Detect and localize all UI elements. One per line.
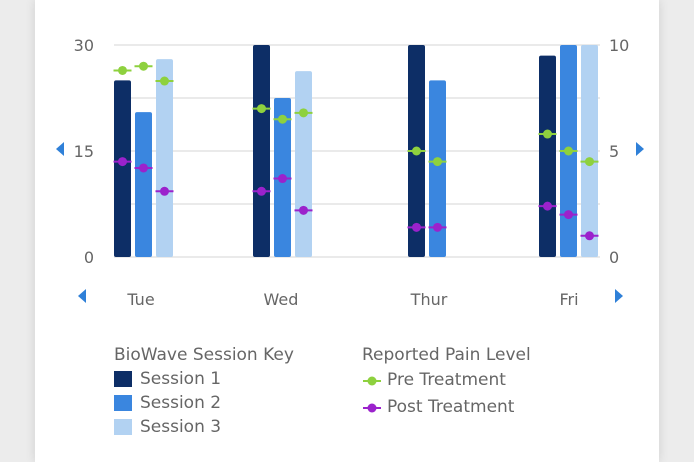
y-right-tick-5: 5 xyxy=(609,142,619,161)
point-post-treatment-wed-1 xyxy=(252,186,271,196)
y-left-tick-0: 0 xyxy=(84,248,94,267)
point-dot xyxy=(139,61,148,71)
bar-wed-session-1 xyxy=(253,45,270,257)
point-dot xyxy=(278,114,287,124)
point-post-treatment-tue-2 xyxy=(134,163,153,173)
session-2-swatch xyxy=(114,395,132,411)
point-pre-treatment-wed-2 xyxy=(273,114,292,124)
point-post-treatment-wed-3 xyxy=(294,205,313,215)
point-dot xyxy=(118,157,127,167)
y-right-tick-10: 10 xyxy=(609,36,629,55)
session-key-title: BioWave Session Key xyxy=(114,345,294,365)
point-post-treatment-thur-2 xyxy=(428,222,447,232)
point-pre-treatment-tue-2 xyxy=(134,61,153,71)
gridlines xyxy=(114,44,600,258)
point-dot xyxy=(412,222,421,232)
y-right-tick-0: 0 xyxy=(609,248,619,267)
point-dot xyxy=(433,157,442,167)
pain-level-title: Reported Pain Level xyxy=(362,345,531,365)
point-dot xyxy=(564,146,573,156)
session-key-legend: BioWave Session Key Session 1 Session 2 … xyxy=(114,343,294,439)
legend-pre-treatment: Pre Treatment xyxy=(362,367,531,394)
point-pre-treatment-thur-2 xyxy=(428,157,447,167)
point-post-treatment-thur-1 xyxy=(407,222,426,232)
legend-post-treatment: Post Treatment xyxy=(362,394,531,421)
point-post-treatment-fri-2 xyxy=(559,210,578,220)
day-next-arrow-icon[interactable] xyxy=(615,289,623,303)
pre-treatment-marker-icon xyxy=(363,376,381,385)
point-dot xyxy=(160,186,169,196)
point-dot xyxy=(543,129,552,139)
pain-points xyxy=(113,61,599,241)
legend-post-treatment-label: Post Treatment xyxy=(387,397,515,417)
point-pre-treatment-fri-1 xyxy=(538,129,557,139)
bar-fri-session-3 xyxy=(581,45,598,257)
pain-axis-prev-arrow-icon[interactable] xyxy=(56,142,64,156)
axis-ticks: 0 15 30 0 5 10 xyxy=(74,36,630,267)
legend-session-2: Session 2 xyxy=(114,391,294,415)
point-post-treatment-tue-1 xyxy=(113,157,132,167)
bar-tue-session-3 xyxy=(156,59,173,258)
point-pre-treatment-wed-1 xyxy=(252,104,271,114)
post-treatment-marker-icon xyxy=(363,403,381,412)
session-3-swatch xyxy=(114,419,132,435)
y-left-tick-15: 15 xyxy=(74,142,94,161)
legend-session-3: Session 3 xyxy=(114,415,294,439)
legend-pre-treatment-label: Pre Treatment xyxy=(387,370,506,390)
point-post-treatment-fri-3 xyxy=(580,231,599,241)
point-post-treatment-tue-3 xyxy=(155,186,174,196)
legend-session-3-label: Session 3 xyxy=(140,417,222,437)
y-left-tick-30: 30 xyxy=(74,36,94,55)
legend-session-1: Session 1 xyxy=(114,367,294,391)
point-dot xyxy=(160,76,169,86)
point-post-treatment-wed-2 xyxy=(273,174,292,184)
point-dot xyxy=(412,146,421,156)
category-label-wed: Wed xyxy=(264,290,299,309)
point-dot xyxy=(585,231,594,241)
category-labels: Tue Wed Thur Fri xyxy=(126,290,578,309)
point-dot xyxy=(257,104,266,114)
category-label-tue: Tue xyxy=(126,290,154,309)
bar-tue-session-2 xyxy=(135,112,152,257)
point-dot xyxy=(257,186,266,196)
legend-session-1-label: Session 1 xyxy=(140,369,222,389)
point-dot xyxy=(433,222,442,232)
bar-thur-session-2 xyxy=(429,80,446,257)
point-dot xyxy=(118,65,127,75)
pain-level-legend: Reported Pain Level Pre Treatment Post T… xyxy=(362,343,531,421)
point-post-treatment-fri-1 xyxy=(538,201,557,211)
pain-axis-next-arrow-icon[interactable] xyxy=(636,142,644,156)
point-dot xyxy=(139,163,148,173)
bar-wed-session-3 xyxy=(295,71,312,257)
session-1-swatch xyxy=(114,371,132,387)
point-pre-treatment-wed-3 xyxy=(294,108,313,118)
point-pre-treatment-tue-1 xyxy=(113,65,132,75)
point-dot xyxy=(543,201,552,211)
point-dot xyxy=(585,157,594,167)
point-pre-treatment-fri-3 xyxy=(580,157,599,167)
legend-session-2-label: Session 2 xyxy=(140,393,222,413)
day-prev-arrow-icon[interactable] xyxy=(78,289,86,303)
nav-arrows[interactable] xyxy=(56,142,644,303)
bar-tue-session-1 xyxy=(114,80,131,257)
category-label-fri: Fri xyxy=(559,290,578,309)
point-dot xyxy=(299,205,308,215)
point-dot xyxy=(299,108,308,118)
bar-fri-session-1 xyxy=(539,55,556,257)
point-pre-treatment-fri-2 xyxy=(559,146,578,156)
point-pre-treatment-thur-1 xyxy=(407,146,426,156)
category-label-thur: Thur xyxy=(410,290,448,309)
point-pre-treatment-tue-3 xyxy=(155,76,174,86)
point-dot xyxy=(564,210,573,220)
point-dot xyxy=(278,174,287,184)
